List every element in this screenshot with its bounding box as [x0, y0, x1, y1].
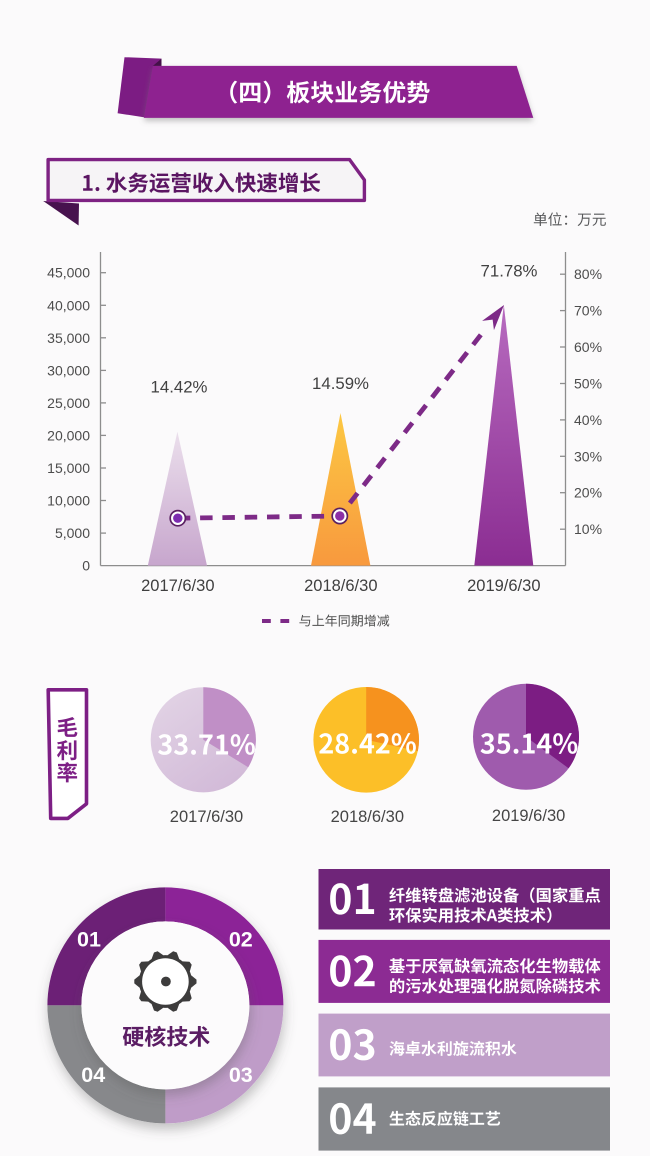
svg-text:2018/6/30: 2018/6/30 [304, 577, 377, 595]
svg-text:80%: 80% [574, 266, 602, 282]
svg-text:03: 03 [229, 1063, 253, 1087]
svg-text:14.59%: 14.59% [312, 374, 369, 393]
svg-text:60%: 60% [574, 339, 602, 355]
svg-text:50%: 50% [574, 376, 602, 392]
svg-text:2017/6/30: 2017/6/30 [170, 808, 243, 826]
svg-text:40%: 40% [574, 412, 602, 428]
svg-text:14.42%: 14.42% [151, 378, 208, 397]
svg-text:5,000: 5,000 [55, 525, 90, 541]
svg-text:10%: 10% [574, 521, 602, 537]
svg-text:25,000: 25,000 [47, 395, 90, 411]
svg-text:35,000: 35,000 [47, 330, 90, 346]
svg-text:70%: 70% [574, 303, 602, 319]
svg-text:71.78%: 71.78% [481, 262, 538, 281]
svg-text:2018/6/30: 2018/6/30 [331, 808, 404, 826]
svg-text:30%: 30% [574, 448, 602, 464]
svg-text:15,000: 15,000 [47, 460, 90, 476]
svg-text:2017/6/30: 2017/6/30 [141, 577, 214, 595]
svg-text:20,000: 20,000 [47, 427, 90, 443]
svg-text:45,000: 45,000 [47, 265, 90, 281]
svg-text:30,000: 30,000 [47, 362, 90, 378]
svg-text:04: 04 [81, 1063, 105, 1087]
svg-text:02: 02 [229, 927, 253, 951]
svg-text:0: 0 [82, 558, 90, 574]
svg-text:2019/6/30: 2019/6/30 [467, 577, 540, 595]
svg-text:10,000: 10,000 [47, 493, 90, 509]
svg-text:2019/6/30: 2019/6/30 [492, 807, 565, 825]
svg-text:01: 01 [77, 927, 101, 951]
svg-text:40,000: 40,000 [47, 297, 90, 313]
svg-text:20%: 20% [574, 485, 602, 501]
